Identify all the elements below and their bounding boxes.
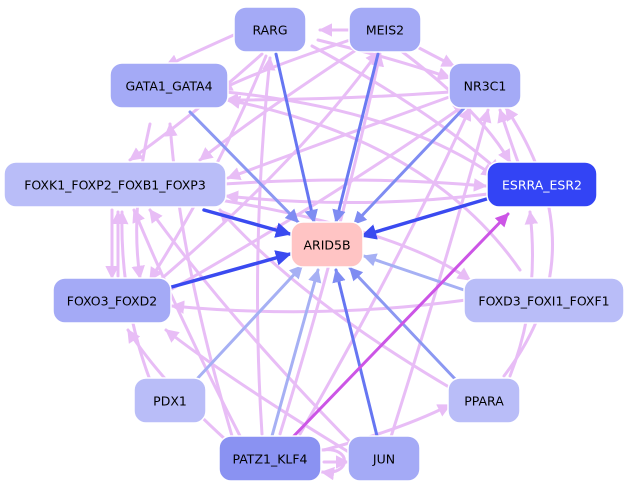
node-pdx1[interactable]: PDX1: [134, 378, 206, 423]
edge-esrra-arid5b: [362, 198, 490, 236]
edge-pdx1-arid5b: [196, 266, 302, 380]
node-esrra-esr2[interactable]: ESRRA_ESR2: [487, 162, 597, 207]
node-meis2-label: MEIS2: [366, 23, 404, 38]
node-rarg-label: RARG: [252, 23, 287, 38]
node-arid5b-label: ARID5B: [303, 238, 350, 253]
node-jun[interactable]: JUN: [348, 436, 420, 481]
edge-esrra-nr3c1: [500, 110, 518, 162]
node-foxk1-foxp2-foxb1-foxp3[interactable]: FOXK1_FOXP2_FOXB1_FOXP3: [4, 162, 226, 207]
node-nr3c1[interactable]: NR3C1: [449, 63, 521, 108]
edge-rarg-gata1: [166, 34, 236, 66]
node-pdx1-label: PDX1: [153, 394, 187, 409]
node-esrra-esr2-label: ESRRA_ESR2: [502, 178, 582, 193]
edge-ppara-nr3c1: [504, 108, 553, 376]
node-patz1-klf4[interactable]: PATZ1_KLF4: [219, 436, 321, 481]
node-foxd3-label: FOXD3_FOXI1_FOXF1: [478, 294, 609, 309]
edge-nr3c1-arid5b: [354, 106, 466, 224]
node-patz1-klf4-label: PATZ1_KLF4: [232, 452, 307, 467]
node-foxo3-foxd2[interactable]: FOXO3_FOXD2: [53, 278, 171, 323]
node-gata1-gata4-label: GATA1_GATA4: [125, 79, 212, 94]
node-ppara[interactable]: PPARA: [448, 378, 520, 423]
node-meis2[interactable]: MEIS2: [349, 7, 421, 52]
node-ppara-label: PPARA: [464, 394, 504, 409]
node-rarg[interactable]: RARG: [234, 7, 306, 52]
node-foxk1-label: FOXK1_FOXP2_FOXB1_FOXP3: [24, 178, 206, 193]
node-foxd3-foxi1-foxf1[interactable]: FOXD3_FOXI1_FOXF1: [464, 278, 624, 323]
node-arid5b[interactable]: ARID5B: [291, 222, 363, 267]
node-nr3c1-label: NR3C1: [464, 79, 507, 94]
edge-patz1-arid5b: [272, 270, 318, 436]
node-foxo3-foxd2-label: FOXO3_FOXD2: [67, 294, 157, 309]
node-jun-label: JUN: [372, 452, 395, 467]
node-gata1-gata4[interactable]: GATA1_GATA4: [110, 63, 228, 108]
edge-foxd3-arid5b: [364, 256, 464, 290]
